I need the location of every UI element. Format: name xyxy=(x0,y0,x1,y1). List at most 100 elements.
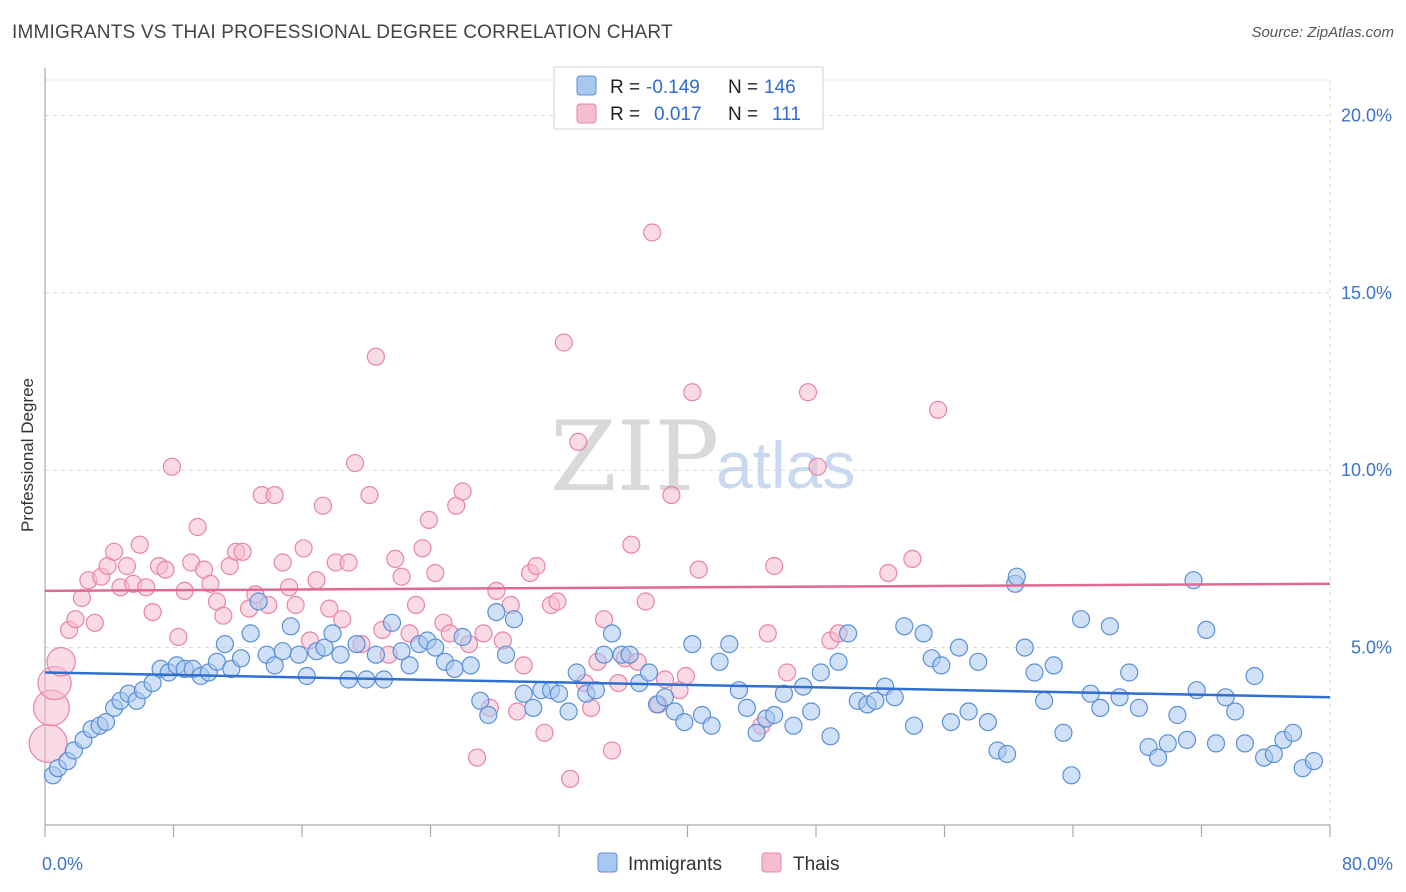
series-legend-swatch-thais xyxy=(761,852,782,873)
thais-point-103 xyxy=(777,663,797,682)
immigrants-point-98 xyxy=(885,688,904,707)
immigrants-point-104 xyxy=(941,712,961,732)
thais-point-8 xyxy=(85,613,104,632)
immigrants-point-108 xyxy=(978,712,998,732)
immigrants-point-99 xyxy=(895,617,914,636)
y-tick-label-3: 20.0% xyxy=(1341,105,1392,125)
y-tick-label-2: 15.0% xyxy=(1341,283,1392,303)
thais-point-54 xyxy=(386,549,405,569)
x-tick-labels: 0.0% 80.0% xyxy=(42,854,1393,874)
series-legend: Immigrants Thais xyxy=(597,852,839,875)
y-tick-labels: 5.0% 10.0% 15.0% 20.0% xyxy=(1341,105,1392,657)
legend-n-value-immigrants: 146 xyxy=(764,77,796,98)
thais-point-57 xyxy=(406,595,426,615)
immigrants-point-91 xyxy=(821,727,840,746)
thais-point-5 xyxy=(66,610,85,629)
x-tick-label-max: 80.0% xyxy=(1342,854,1393,874)
immigrants-point-53 xyxy=(479,705,498,725)
thais-point-104 xyxy=(798,383,818,402)
immigrants-point-55 xyxy=(496,645,516,664)
thais-point-102 xyxy=(765,556,784,576)
immigrants-point-103 xyxy=(932,656,951,675)
thais-point-36 xyxy=(265,486,284,505)
thais-point-89 xyxy=(622,535,641,554)
thais-point-67 xyxy=(474,624,493,643)
immigrants-point-50 xyxy=(453,627,472,647)
immigrants-point-21 xyxy=(207,652,226,671)
immigrants-point-114 xyxy=(1034,691,1054,710)
immigrants-point-86 xyxy=(774,684,794,703)
watermark-zip: ZIP xyxy=(550,401,719,513)
thais-point-101 xyxy=(758,624,777,643)
legend-r-label-thais: R = xyxy=(610,104,640,125)
watermark-atlas: atlas xyxy=(716,428,855,502)
immigrants-point-35 xyxy=(323,624,342,643)
thais-point-81 xyxy=(569,432,588,451)
immigrants-point-52 xyxy=(471,691,490,710)
thais-point-58 xyxy=(413,539,432,558)
immigrants-point-118 xyxy=(1071,610,1091,629)
immigrants-point-56 xyxy=(504,610,524,629)
thais-point-31 xyxy=(233,542,252,561)
immigrants-point-81 xyxy=(729,681,749,700)
correlation-legend: R = -0.149 N = 146 R = 0.017 N = 111 xyxy=(553,66,824,130)
thais-point-42 xyxy=(307,571,326,590)
immigrants-point-112 xyxy=(1015,638,1034,657)
immigrants-point-30 xyxy=(281,617,300,636)
immigrants-point-42 xyxy=(382,613,402,632)
immigrants-point-92 xyxy=(829,652,848,671)
thais-point-91 xyxy=(636,592,655,611)
thais-point-109 xyxy=(903,549,922,569)
source-label: Source: ZipAtlas.com xyxy=(1251,24,1394,41)
immigrants-point-62 xyxy=(559,702,578,721)
thais-point-73 xyxy=(514,656,533,675)
immigrants-point-38 xyxy=(347,634,366,654)
immigrants-point-26 xyxy=(249,592,268,611)
thais-point-86 xyxy=(602,741,622,760)
thais-point-97 xyxy=(676,666,696,686)
y-tick-label-0: 5.0% xyxy=(1351,638,1392,658)
immigrants-point-140 xyxy=(1283,723,1303,742)
immigrants-point-71 xyxy=(639,663,659,682)
thais-point-69 xyxy=(487,581,506,601)
immigrants-point-122 xyxy=(1110,688,1129,707)
immigrants-point-96 xyxy=(866,691,885,710)
immigrants-point-105 xyxy=(949,638,969,657)
trend-lines xyxy=(44,582,1331,699)
legend-n-label-thais: N = xyxy=(728,104,758,125)
thais-point-38 xyxy=(280,578,299,597)
immigrants-point-85 xyxy=(765,705,784,725)
immigrants-point-69 xyxy=(620,645,639,664)
thais-point-64 xyxy=(453,482,472,501)
immigrants-point-100 xyxy=(904,716,924,735)
thais-point-105 xyxy=(808,457,827,476)
thais-point-50 xyxy=(360,486,379,505)
immigrants-point-132 xyxy=(1206,734,1226,753)
thais-point-110 xyxy=(928,400,948,419)
watermark: ZIP atlas xyxy=(550,401,855,513)
legend-swatch-immigrants xyxy=(576,75,597,96)
thais-point-17 xyxy=(143,602,162,622)
thais-point-40 xyxy=(294,539,313,558)
immigrants-point-116 xyxy=(1054,723,1073,742)
series-legend-label-immigrants: Immigrants xyxy=(628,854,722,875)
immigrants-point-29 xyxy=(273,642,292,661)
immigrants-point-144 xyxy=(1184,571,1203,590)
thais-point-46 xyxy=(333,610,352,629)
immigrants-point-80 xyxy=(720,634,739,654)
legend-n-label-immigrants: N = xyxy=(728,77,758,98)
immigrants-point-126 xyxy=(1148,748,1168,767)
thais-point-80 xyxy=(561,769,580,789)
legend-r-value-immigrants: -0.149 xyxy=(646,77,700,98)
immigrants-point-127 xyxy=(1158,734,1177,753)
immigrants-point-83 xyxy=(747,723,766,742)
series-legend-swatch-immigrants xyxy=(597,852,618,873)
immigrants-point-22 xyxy=(215,634,234,654)
immigrants-point-43 xyxy=(392,642,411,661)
immigrants-point-31 xyxy=(289,645,308,664)
immigrants-point-82 xyxy=(737,698,757,718)
immigrants-point-61 xyxy=(549,684,569,703)
legend-r-value-thais: 0.017 xyxy=(654,104,702,125)
immigrants-point-120 xyxy=(1091,698,1110,718)
